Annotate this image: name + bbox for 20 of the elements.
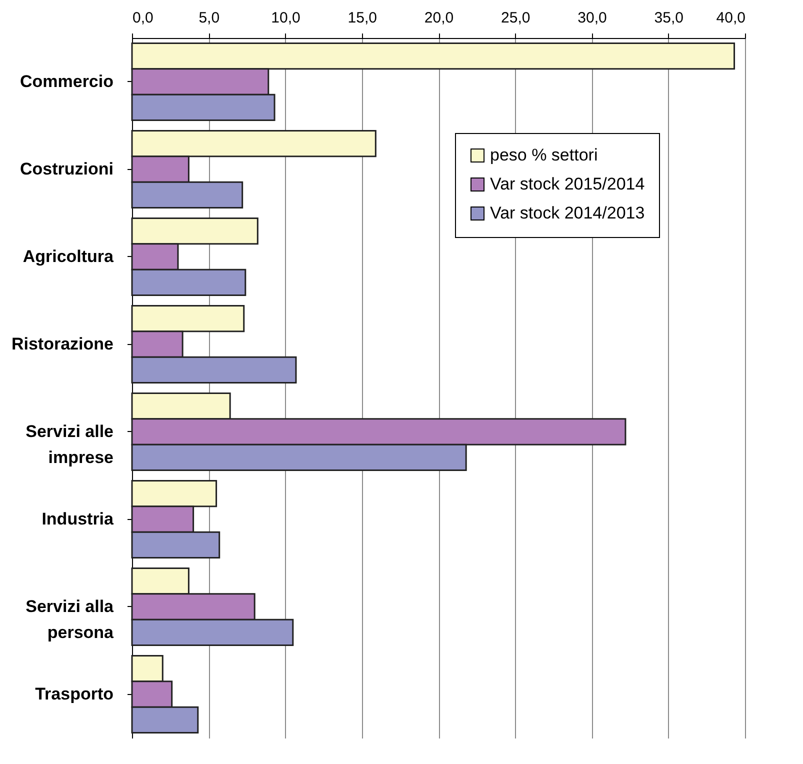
y-tick-label: Costruzioni	[20, 159, 114, 178]
y-tick-label: Servizi alla persona	[26, 596, 114, 642]
x-tick-label: 0,0	[132, 10, 154, 26]
y-tick-label: Trasporto	[35, 684, 114, 704]
x-tick-label: 40,0	[716, 10, 746, 26]
legend-label: Var stock 2015/2014	[490, 174, 645, 194]
x-tick-label: 10,0	[271, 10, 300, 26]
y-tick-label: Ristorazione	[11, 334, 114, 354]
x-tick-label: 15,0	[348, 10, 377, 26]
y-tick-label: Servizi alle imprese	[26, 422, 114, 467]
x-tick-label: 25,0	[501, 10, 530, 26]
y-tick-label: Industria	[42, 509, 114, 528]
x-tick-label: 20,0	[424, 10, 454, 26]
x-tick-label: 5,0	[198, 10, 220, 26]
legend-label: peso % settori	[490, 146, 598, 164]
y-tick-label: Agricoltura	[22, 246, 114, 266]
y-tick-label: Commercio	[20, 72, 114, 91]
x-tick-label: 35,0	[654, 10, 684, 26]
legend-label: Var stock 2014/2013	[490, 204, 645, 222]
x-tick-label: 30,0	[578, 10, 607, 26]
